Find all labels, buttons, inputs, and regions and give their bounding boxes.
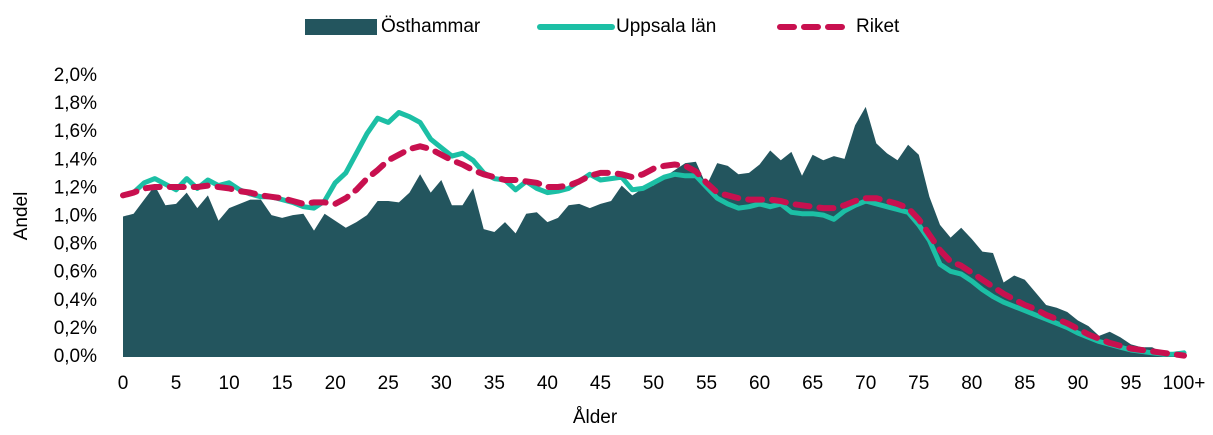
x-axis-label: Ålder [573, 407, 618, 428]
legend-label: Uppsala län [616, 16, 716, 37]
y-tick-label: 0,0% [54, 346, 97, 367]
x-tick-label: 95 [1120, 373, 1141, 394]
x-tick-label: 30 [431, 373, 452, 394]
x-tick-label: 60 [749, 373, 770, 394]
x-tick-label: 20 [325, 373, 346, 394]
legend-label: Östhammar [381, 16, 481, 37]
legend-label: Riket [856, 16, 900, 37]
y-axis-label: Andel [11, 192, 32, 241]
y-tick-label: 1,0% [54, 206, 97, 227]
y-tick-label: 1,6% [54, 121, 97, 142]
area [123, 106, 1184, 358]
x-tick-label: 85 [1014, 373, 1035, 394]
x-tick-label: 35 [484, 373, 505, 394]
y-tick-label: 1,8% [54, 93, 97, 114]
x-tick-label: 45 [590, 373, 611, 394]
y-tick-label: 1,2% [54, 177, 97, 198]
x-tick-label: 100+ [1163, 373, 1206, 394]
y-tick-label: 0,2% [54, 318, 97, 339]
x-tick-label: 50 [643, 373, 664, 394]
y-tick-label: 1,4% [54, 149, 97, 170]
x-tick-label: 5 [171, 373, 182, 394]
y-tick-label: 0,8% [54, 234, 97, 255]
x-tick-label: 10 [219, 373, 240, 394]
y-tick-label: 0,6% [54, 262, 97, 283]
y-tick-label: 0,4% [54, 290, 97, 311]
x-tick-label: 0 [118, 373, 129, 394]
x-tick-label: 75 [908, 373, 929, 394]
x-tick-label: 55 [696, 373, 717, 394]
line [120, 143, 1187, 359]
x-tick-label: 70 [855, 373, 876, 394]
x-tick-label: 90 [1067, 373, 1088, 394]
x-tick-label: 80 [961, 373, 982, 394]
x-tick-label: 15 [272, 373, 293, 394]
x-tick-label: 65 [802, 373, 823, 394]
x-tick-label: 40 [537, 373, 558, 394]
x-tick-label: 25 [378, 373, 399, 394]
legend-swatch [305, 19, 377, 35]
y-tick-label: 2,0% [54, 65, 97, 86]
